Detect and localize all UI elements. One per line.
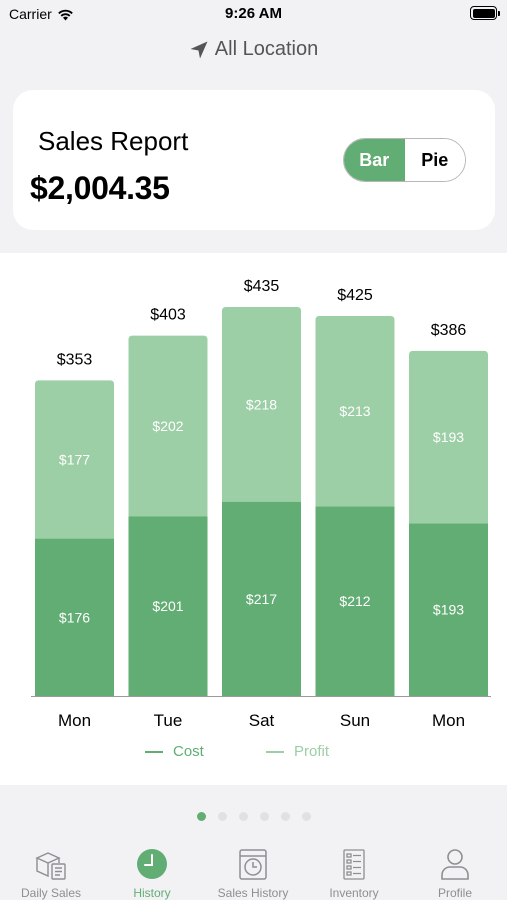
legend-swatch-profit [266,750,284,753]
chart-panel: $177 $176 $353 Mon $202 $201 $403 Tue $218 $217 $4… [0,253,507,785]
tab-inventory[interactable]: Inventory [304,846,404,900]
report-title: Sales Report [38,126,189,156]
box-receipt-icon [35,852,66,880]
tab-daily-sales[interactable]: Daily Sales [1,846,101,900]
legend-label-cost: Cost [173,743,204,760]
x-tick-label: Sat [249,711,275,730]
status-bar: Carrier 9:26 AM [0,0,507,30]
page-indicator[interactable] [0,812,507,821]
carrier-indicator: Carrier [9,6,74,22]
page-dot[interactable] [280,812,290,821]
profit-bar-segment [222,307,301,502]
profit-value-label: $193 [433,429,464,445]
clock-icon [137,849,167,879]
tab-label-profile: Profile [437,886,472,900]
tab-profile[interactable]: Profile [405,846,505,900]
tab-history[interactable]: History [102,846,202,900]
profit-value-label: $218 [246,396,277,412]
legend-label-profit: Profit [294,743,330,760]
profit-bar-segment [35,380,114,539]
bar-total-label: $435 [244,278,280,295]
tab-sales-history[interactable]: Sales History [203,846,303,900]
profit-value-label: $177 [59,451,90,467]
stacked-bar-chart: $177 $176 $353 Mon $202 $201 $403 Tue $218 $217 $4… [31,278,491,730]
cost-bar-segment [35,538,114,696]
cost-bar-segment [222,501,301,696]
profit-value-label: $213 [339,403,370,419]
tab-label-sales-history: Sales History [217,886,289,900]
wifi-icon [57,9,73,20]
page-dot[interactable] [196,812,206,821]
checklist-icon [343,849,365,880]
tab-label-history: History [133,886,171,900]
report-total: $2,004.35 [30,170,170,206]
location-arrow-icon [190,41,208,58]
calendar-clock-icon [239,849,267,880]
cost-value-label: $193 [433,602,464,618]
page-dot[interactable] [238,812,248,821]
cost-bar-segment [315,506,395,696]
legend-item-cost: Cost [145,743,204,760]
tab-label-inventory: Inventory [329,886,379,900]
legend-swatch-cost [145,750,163,753]
profit-value-label: $202 [152,418,183,434]
bar-toggle-button[interactable]: Bar [344,139,405,181]
chart-legend: Cost Profit [0,743,507,767]
battery-icon [470,6,500,20]
page-dot[interactable] [217,812,227,821]
page-dot[interactable] [259,812,269,821]
pie-toggle-button[interactable]: Pie [404,139,465,181]
carrier-label: Carrier [9,6,52,22]
cost-value-label: $212 [339,593,370,609]
profit-bar-segment [128,335,208,517]
bar-total-label: $386 [431,322,467,339]
cost-value-label: $176 [59,609,90,625]
location-label: All Location [214,38,319,60]
bar-total-label: $425 [337,287,373,304]
profit-bar-segment [409,350,488,524]
person-icon [441,849,469,880]
status-time: 9:26 AM [225,5,282,22]
cost-value-label: $201 [152,598,183,614]
legend-item-profit: Profit [266,743,329,760]
x-tick-label: Mon [432,711,465,730]
chart-type-toggle[interactable]: Bar Pie [343,138,466,182]
bar-total-label: $403 [150,307,186,324]
cost-value-label: $217 [246,591,277,607]
x-tick-label: Sun [340,711,370,730]
cost-bar-segment [409,523,488,696]
tab-label-daily-sales: Daily Sales [20,886,82,900]
page-dot[interactable] [301,812,311,821]
tab-bar: Daily Sales History Sales History Invent… [0,836,507,900]
x-tick-label: Mon [58,711,91,730]
bar-total-label: $353 [57,351,93,368]
location-selector[interactable]: All Location [0,38,507,61]
sales-summary-card: Sales Report $2,004.35 Bar Pie [13,90,495,230]
cost-bar-segment [128,516,208,696]
profit-bar-segment [315,315,395,507]
x-tick-label: Tue [154,711,183,730]
